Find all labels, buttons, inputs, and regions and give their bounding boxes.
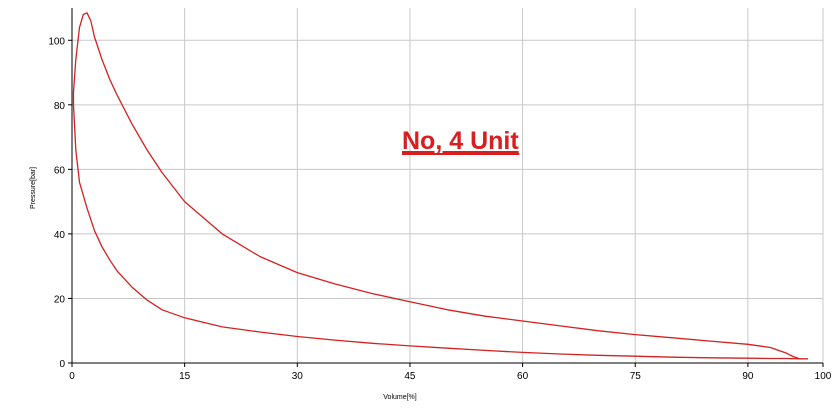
x-tick-label: 45	[404, 371, 416, 382]
y-axis-title: Pressure[bar]	[30, 167, 37, 209]
x-axis-title: Volume[%]	[383, 394, 417, 401]
x-tick-label: 75	[630, 371, 642, 382]
x-tick-label: 15	[179, 371, 191, 382]
x-tick-label: 100	[815, 371, 832, 382]
x-tick-label: 30	[292, 371, 304, 382]
axes	[71, 8, 823, 364]
x-tick-label: 60	[517, 371, 529, 382]
x-axis-ticks: 0 15 30 45 60 75 90 100	[69, 363, 832, 382]
series-layer	[72, 12, 808, 360]
y-axis-ticks: 0 20 40 60 80 100	[48, 36, 72, 370]
plot-area	[72, 8, 823, 363]
unit-annotation: No, 4 Unit	[402, 127, 519, 155]
y-tick-label: 40	[54, 230, 66, 241]
x-tick-label: 0	[69, 371, 75, 382]
y-tick-label: 100	[48, 36, 65, 47]
pv-curve-line	[72, 12, 808, 360]
y-tick-label: 60	[54, 165, 66, 176]
y-tick-label: 20	[54, 294, 66, 305]
y-tick-label: 80	[54, 101, 66, 112]
y-tick-label: 0	[59, 359, 65, 370]
x-tick-label: 90	[742, 371, 754, 382]
